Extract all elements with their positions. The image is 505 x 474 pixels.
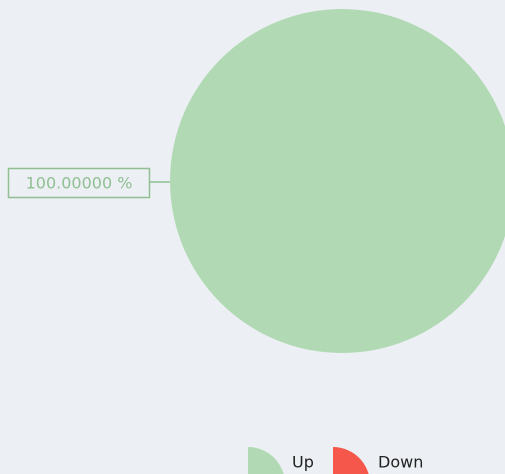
pie-slice (170, 9, 505, 353)
legend-icon (333, 447, 369, 474)
legend-icon (248, 447, 284, 474)
value-label: 100.00000 % (26, 174, 133, 193)
legend-label: Down (378, 453, 423, 472)
legend-label: Up (292, 453, 314, 472)
label-box (7, 167, 151, 199)
